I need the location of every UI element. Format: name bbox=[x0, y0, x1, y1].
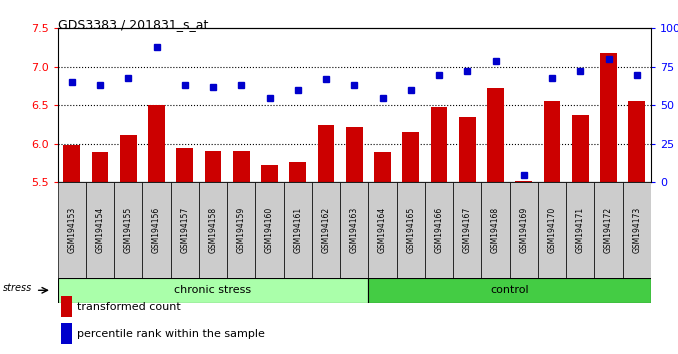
Bar bbox=[510, 182, 538, 278]
Bar bbox=[61, 296, 72, 317]
Bar bbox=[171, 182, 199, 278]
Bar bbox=[538, 182, 566, 278]
Bar bbox=[86, 182, 114, 278]
Bar bbox=[515, 181, 532, 182]
Bar bbox=[431, 107, 447, 182]
Bar bbox=[120, 135, 137, 182]
Text: GSM194153: GSM194153 bbox=[67, 207, 76, 253]
Bar bbox=[63, 144, 80, 182]
Bar bbox=[317, 125, 334, 182]
Text: transformed count: transformed count bbox=[77, 302, 181, 312]
Bar bbox=[142, 182, 171, 278]
Bar bbox=[346, 127, 363, 182]
Bar bbox=[199, 182, 227, 278]
Text: GSM194157: GSM194157 bbox=[180, 207, 189, 253]
Bar bbox=[595, 182, 622, 278]
Text: GSM194168: GSM194168 bbox=[491, 207, 500, 253]
Text: GSM194154: GSM194154 bbox=[96, 207, 104, 253]
Bar bbox=[205, 151, 222, 182]
Text: GSM194156: GSM194156 bbox=[152, 207, 161, 253]
Bar bbox=[459, 117, 476, 182]
Text: GSM194162: GSM194162 bbox=[321, 207, 330, 253]
Text: GSM194171: GSM194171 bbox=[576, 207, 584, 253]
Text: GSM194165: GSM194165 bbox=[406, 207, 415, 253]
Bar bbox=[261, 165, 278, 182]
Bar bbox=[629, 102, 645, 182]
Text: GSM194159: GSM194159 bbox=[237, 207, 245, 253]
Bar bbox=[374, 152, 391, 182]
Text: percentile rank within the sample: percentile rank within the sample bbox=[77, 329, 265, 339]
Text: chronic stress: chronic stress bbox=[174, 285, 252, 295]
Bar bbox=[566, 182, 595, 278]
Text: GSM194172: GSM194172 bbox=[604, 207, 613, 253]
Bar bbox=[61, 324, 72, 344]
Text: GSM194173: GSM194173 bbox=[633, 207, 641, 253]
Bar bbox=[544, 102, 561, 182]
Text: GSM194164: GSM194164 bbox=[378, 207, 387, 253]
Bar bbox=[572, 115, 589, 182]
Text: stress: stress bbox=[3, 283, 32, 293]
Text: GSM194170: GSM194170 bbox=[548, 207, 557, 253]
Bar bbox=[283, 182, 312, 278]
Bar bbox=[481, 182, 510, 278]
Text: GSM194167: GSM194167 bbox=[463, 207, 472, 253]
Text: GDS3383 / 201831_s_at: GDS3383 / 201831_s_at bbox=[58, 18, 208, 31]
Bar bbox=[487, 87, 504, 182]
Text: GSM194155: GSM194155 bbox=[124, 207, 133, 253]
Bar bbox=[148, 105, 165, 182]
Bar bbox=[600, 53, 617, 182]
Bar bbox=[340, 182, 368, 278]
Bar bbox=[453, 182, 481, 278]
Text: GSM194158: GSM194158 bbox=[209, 207, 218, 253]
Bar bbox=[176, 148, 193, 182]
Bar bbox=[368, 182, 397, 278]
Text: GSM194163: GSM194163 bbox=[350, 207, 359, 253]
Text: GSM194160: GSM194160 bbox=[265, 207, 274, 253]
Bar bbox=[92, 152, 108, 182]
Bar bbox=[114, 182, 142, 278]
Bar bbox=[256, 182, 283, 278]
Text: control: control bbox=[490, 285, 529, 295]
Bar bbox=[227, 182, 256, 278]
Bar bbox=[233, 151, 250, 182]
Text: GSM194161: GSM194161 bbox=[294, 207, 302, 253]
Bar bbox=[312, 182, 340, 278]
Text: GSM194169: GSM194169 bbox=[519, 207, 528, 253]
Bar bbox=[397, 182, 425, 278]
Bar bbox=[58, 278, 368, 303]
Bar bbox=[290, 161, 306, 182]
Bar bbox=[402, 132, 419, 182]
Bar bbox=[425, 182, 453, 278]
Text: GSM194166: GSM194166 bbox=[435, 207, 443, 253]
Bar bbox=[622, 182, 651, 278]
Bar bbox=[58, 182, 86, 278]
Bar bbox=[368, 278, 651, 303]
